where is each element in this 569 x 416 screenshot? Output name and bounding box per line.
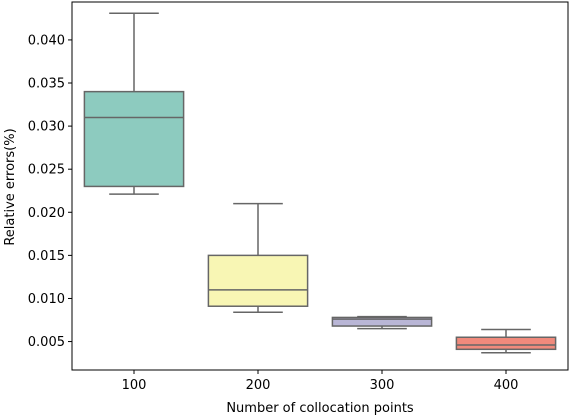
x-axis-ticks: 100 200 300 400 — [122, 370, 519, 393]
x-tick-label: 400 — [494, 378, 519, 393]
y-tick-label: 0.040 — [28, 33, 65, 48]
y-tick-label: 0.035 — [28, 77, 65, 92]
y-tick-label: 0.020 — [28, 206, 65, 221]
iqr-box — [331, 316, 433, 327]
x-tick-label: 100 — [122, 378, 147, 393]
axes-frame — [71, 1, 569, 371]
box-400 — [455, 328, 557, 354]
y-tick-label: 0.030 — [28, 120, 65, 135]
x-tick-label: 300 — [370, 378, 395, 393]
iqr-box — [207, 254, 309, 307]
iqr-box — [83, 90, 185, 188]
box-200 — [207, 202, 309, 314]
y-tick-label: 0.005 — [28, 335, 65, 350]
box-300 — [331, 315, 433, 330]
y-axis-label: Relative errors(%) — [3, 128, 18, 245]
y-axis-ticks: 0.005 0.010 0.015 0.020 0.025 0.030 0.035 0.040 — [28, 33, 72, 350]
box-100 — [83, 12, 185, 195]
y-tick-label: 0.025 — [28, 163, 65, 178]
y-tick-label: 0.010 — [28, 292, 65, 307]
x-tick-label: 200 — [246, 378, 271, 393]
y-tick-label: 0.015 — [28, 249, 65, 264]
plot-layer — [83, 12, 557, 354]
x-axis-label: Number of collocation points — [226, 401, 414, 416]
iqr-box — [455, 336, 557, 351]
